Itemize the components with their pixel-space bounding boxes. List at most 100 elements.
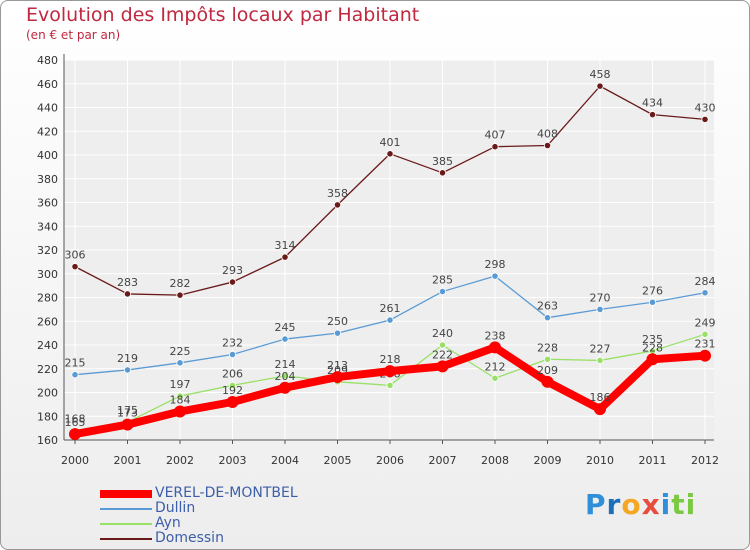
data-point <box>279 381 291 394</box>
x-tick-label: 2010 <box>586 454 614 467</box>
legend-label-verel: VEREL-DE-MONTBEL <box>155 485 298 501</box>
data-point <box>228 350 237 359</box>
data-label: 306 <box>65 249 86 262</box>
data-label: 212 <box>485 360 506 373</box>
x-tick-label: 2009 <box>534 454 562 467</box>
data-label: 298 <box>485 258 506 271</box>
y-tick-label: 160 <box>37 434 58 447</box>
x-tick-label: 2012 <box>691 454 719 467</box>
data-point <box>543 141 552 150</box>
x-tick-label: 2000 <box>61 454 89 467</box>
data-point <box>123 290 132 298</box>
data-label: 214 <box>275 358 296 371</box>
data-label: 228 <box>537 341 558 354</box>
logo-letter: i <box>685 488 697 521</box>
data-label: 358 <box>327 187 348 200</box>
proxiti-logo: Proxiti <box>585 488 696 521</box>
logo-letter: P <box>585 488 607 521</box>
y-tick-label: 180 <box>37 410 58 423</box>
data-point <box>176 392 184 400</box>
data-point <box>541 375 554 388</box>
data-label: 401 <box>380 136 401 149</box>
data-label: 430 <box>695 101 716 114</box>
data-label: 249 <box>695 316 716 329</box>
data-point <box>71 263 79 271</box>
data-point <box>596 356 604 365</box>
data-label: 209 <box>537 364 558 377</box>
chart-subtitle: (en € et par an) <box>26 28 121 42</box>
data-label: 215 <box>65 357 86 370</box>
y-tick-label: 360 <box>37 197 58 210</box>
legend-swatch-ayn <box>100 523 152 525</box>
data-point <box>543 314 552 322</box>
logo-letter: r <box>606 488 622 521</box>
data-label: 408 <box>537 128 558 141</box>
data-point <box>281 372 289 380</box>
data-point <box>438 169 447 177</box>
data-point <box>333 329 342 337</box>
data-label: 250 <box>327 315 348 328</box>
data-label: 293 <box>222 264 243 277</box>
data-point <box>331 371 344 384</box>
data-point <box>491 272 499 280</box>
legend-swatch-verel <box>100 490 152 498</box>
x-tick-label: 2003 <box>219 454 247 467</box>
y-tick-label: 380 <box>37 173 58 186</box>
data-point <box>701 115 709 123</box>
data-label: 283 <box>117 276 138 289</box>
x-tick-label: 2002 <box>166 454 194 467</box>
data-label: 235 <box>642 333 663 346</box>
data-label: 219 <box>117 352 138 365</box>
data-label: 261 <box>380 302 401 315</box>
x-tick-label: 2001 <box>114 454 142 467</box>
data-label: 270 <box>590 291 611 304</box>
y-tick-label: 400 <box>37 149 58 162</box>
y-tick-label: 440 <box>37 102 58 115</box>
data-point <box>596 305 604 313</box>
data-point <box>228 381 237 389</box>
data-point <box>228 278 237 286</box>
data-point <box>491 374 499 382</box>
data-label: 232 <box>222 337 243 350</box>
data-label: 225 <box>170 345 191 358</box>
data-point <box>174 405 186 418</box>
data-point <box>646 353 659 366</box>
x-tick-label: 2011 <box>639 454 667 467</box>
data-label: 314 <box>275 239 296 252</box>
data-point <box>701 289 709 297</box>
y-tick-label: 460 <box>37 78 58 91</box>
y-tick-label: 420 <box>37 125 58 138</box>
data-point <box>71 371 79 379</box>
data-label: 168 <box>65 413 86 426</box>
data-point <box>176 291 184 299</box>
data-point <box>281 253 289 261</box>
data-point <box>386 316 394 324</box>
data-point <box>69 428 81 441</box>
x-tick-label: 2007 <box>429 454 457 467</box>
logo-letter: x <box>641 488 661 521</box>
y-tick-label: 340 <box>37 220 58 233</box>
data-point <box>648 111 657 119</box>
data-label: 206 <box>222 367 243 380</box>
series-dullin: 215 219 225 232 245 250 261 285 298 263 270 276 284 <box>65 258 716 379</box>
data-label: 222 <box>432 348 453 361</box>
x-tick-label: 2008 <box>481 454 509 467</box>
data-label: 284 <box>695 275 716 288</box>
legend-swatch-dullin <box>100 508 152 510</box>
data-point <box>226 396 239 408</box>
y-tick-label: 280 <box>37 292 58 305</box>
y-tick-label: 300 <box>37 268 58 281</box>
data-label: 175 <box>117 404 138 417</box>
data-point <box>121 418 134 431</box>
data-point <box>648 298 657 306</box>
data-label: 227 <box>590 342 611 355</box>
legend-swatch-domessin <box>100 538 152 540</box>
data-point <box>543 355 552 363</box>
data-label: 186 <box>590 391 611 404</box>
data-point <box>386 381 394 389</box>
data-label: 434 <box>642 97 663 110</box>
data-label: 218 <box>380 353 401 366</box>
series-domessin: 306 283 282 293 314 358 401 385 407 408 458 434 430 <box>65 68 716 299</box>
y-tick-label: 260 <box>37 315 58 328</box>
